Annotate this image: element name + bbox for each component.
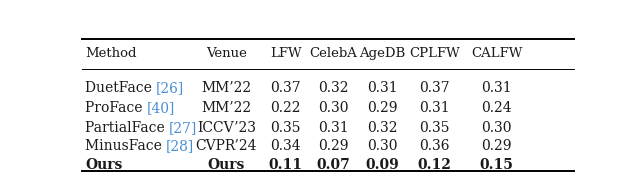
Text: ICCV’23: ICCV’23 bbox=[197, 121, 256, 135]
Text: [26]: [26] bbox=[156, 81, 184, 95]
Text: 0.11: 0.11 bbox=[269, 158, 303, 172]
Text: 0.30: 0.30 bbox=[481, 121, 512, 135]
Text: 0.30: 0.30 bbox=[367, 139, 398, 153]
Text: Ours: Ours bbox=[85, 158, 122, 172]
Text: LFW: LFW bbox=[270, 47, 301, 60]
Text: [28]: [28] bbox=[166, 139, 195, 153]
Text: 0.31: 0.31 bbox=[481, 81, 512, 95]
Text: 0.32: 0.32 bbox=[317, 81, 348, 95]
Text: 0.30: 0.30 bbox=[317, 101, 348, 115]
Text: MinusFace: MinusFace bbox=[85, 139, 166, 153]
Text: 0.34: 0.34 bbox=[271, 139, 301, 153]
Text: Ours: Ours bbox=[207, 158, 245, 172]
Text: MM’22: MM’22 bbox=[201, 101, 252, 115]
Text: 0.31: 0.31 bbox=[317, 121, 348, 135]
Text: DuetFace: DuetFace bbox=[85, 81, 156, 95]
Text: 0.35: 0.35 bbox=[419, 121, 450, 135]
Text: CPLFW: CPLFW bbox=[409, 47, 460, 60]
Text: ProFace: ProFace bbox=[85, 101, 147, 115]
Text: CALFW: CALFW bbox=[471, 47, 522, 60]
Text: 0.32: 0.32 bbox=[367, 121, 398, 135]
Text: 0.35: 0.35 bbox=[271, 121, 301, 135]
Text: 0.24: 0.24 bbox=[481, 101, 512, 115]
Text: Method: Method bbox=[85, 47, 136, 60]
Text: 0.29: 0.29 bbox=[317, 139, 348, 153]
Text: 0.36: 0.36 bbox=[419, 139, 450, 153]
Text: Venue: Venue bbox=[206, 47, 247, 60]
Text: 0.29: 0.29 bbox=[481, 139, 512, 153]
Text: 0.22: 0.22 bbox=[271, 101, 301, 115]
Text: [40]: [40] bbox=[147, 101, 175, 115]
Text: [27]: [27] bbox=[169, 121, 198, 135]
Text: AgeDB: AgeDB bbox=[360, 47, 406, 60]
Text: PartialFace: PartialFace bbox=[85, 121, 169, 135]
Text: 0.15: 0.15 bbox=[480, 158, 513, 172]
Text: 0.12: 0.12 bbox=[418, 158, 452, 172]
Text: 0.37: 0.37 bbox=[271, 81, 301, 95]
Text: 0.31: 0.31 bbox=[419, 101, 450, 115]
Text: CelebA: CelebA bbox=[309, 47, 357, 60]
Text: 0.09: 0.09 bbox=[365, 158, 399, 172]
Text: 0.31: 0.31 bbox=[367, 81, 398, 95]
Text: 0.07: 0.07 bbox=[316, 158, 350, 172]
Text: 0.37: 0.37 bbox=[419, 81, 450, 95]
Text: CVPR’24: CVPR’24 bbox=[196, 139, 257, 153]
Text: 0.29: 0.29 bbox=[367, 101, 398, 115]
Text: MM’22: MM’22 bbox=[201, 81, 252, 95]
